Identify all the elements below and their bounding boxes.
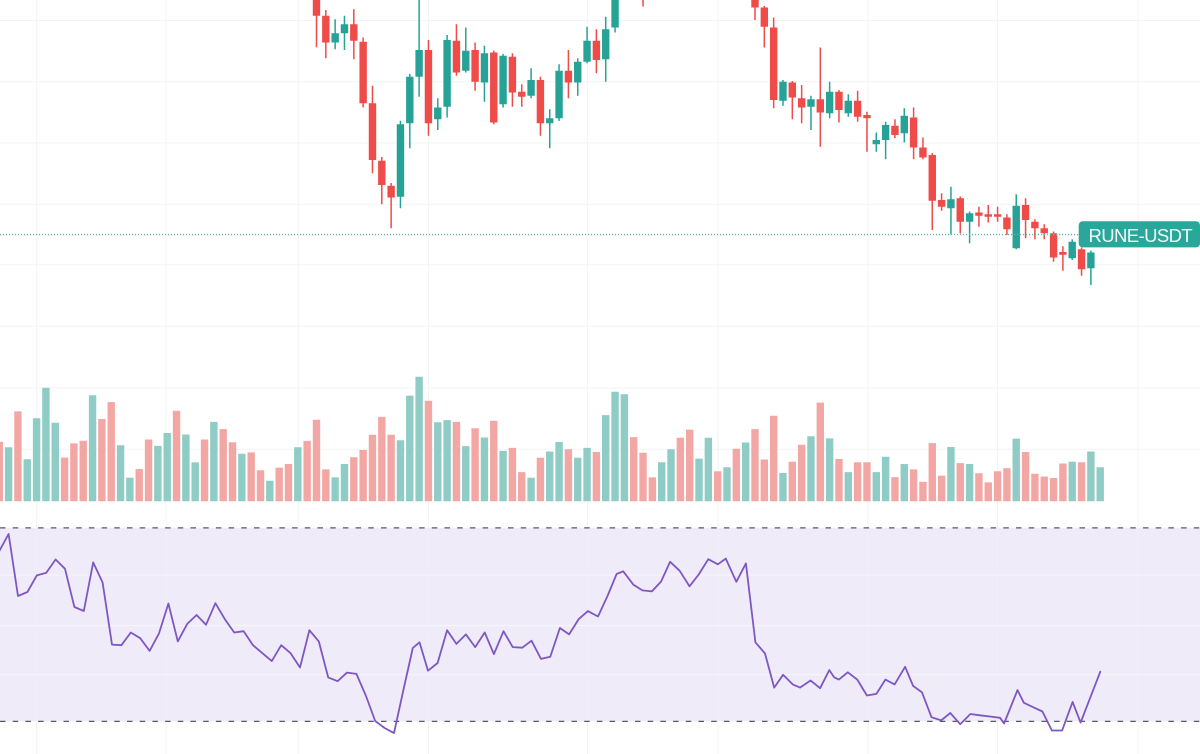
svg-text:RUNE-USDT: RUNE-USDT [1089,225,1193,246]
